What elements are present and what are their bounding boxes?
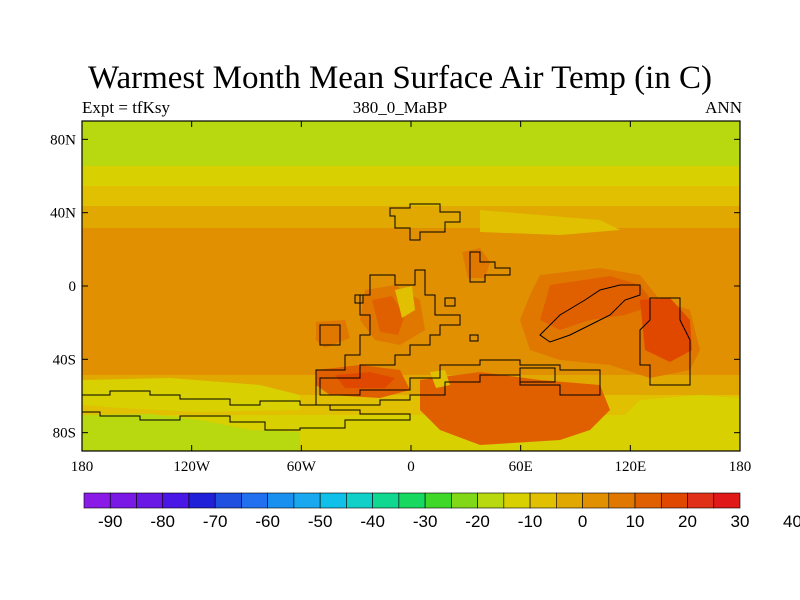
colorbar-swatch xyxy=(687,492,715,509)
y-tick-label: 0 xyxy=(69,279,77,295)
colorbar-label: -80 xyxy=(150,512,175,531)
colorbar-swatch xyxy=(214,492,242,509)
x-tick-label: 120W xyxy=(173,459,211,475)
colorbar-swatch xyxy=(582,492,610,509)
band-north-warm xyxy=(82,206,740,228)
figure-title: Warmest Month Mean Surface Air Temp (in … xyxy=(87,60,713,96)
colorbar-label: -20 xyxy=(465,512,490,531)
east-continent-outline xyxy=(639,297,691,386)
colorbar-swatch xyxy=(188,492,216,509)
colorbar-swatch xyxy=(267,492,295,509)
north-island-outline xyxy=(469,251,511,283)
colorbar-label: -10 xyxy=(518,512,543,531)
age-label: 380_0_MaBP xyxy=(352,98,448,117)
southwest-hottest-region xyxy=(335,372,395,388)
experiment-label: Expt = tfKsy xyxy=(82,98,170,117)
colorbar-swatch xyxy=(424,492,452,509)
colorbar-swatch xyxy=(162,492,190,509)
colorbar-swatch xyxy=(503,492,531,509)
colorbar-label: 30 xyxy=(731,512,750,531)
north-ocean-cool-area xyxy=(480,210,620,235)
temperature-field xyxy=(82,121,740,451)
colorbar-swatch xyxy=(451,492,478,509)
south-hot-region xyxy=(420,372,610,445)
west-hot-region xyxy=(372,296,405,335)
islet-outline xyxy=(354,294,364,304)
colorbar-label: -90 xyxy=(98,512,123,531)
band-north-sub xyxy=(82,186,740,206)
colorbar-swatch xyxy=(556,492,583,509)
y-tick-label: 40N xyxy=(50,206,76,222)
colorbar-swatch xyxy=(319,492,347,509)
southwest-cool-area xyxy=(82,378,300,412)
east-hot-region xyxy=(540,276,655,330)
colorbar-swatch xyxy=(660,492,688,509)
colorbar-swatch xyxy=(109,492,137,509)
colorbar-swatch xyxy=(346,492,373,509)
band-north-mid xyxy=(82,166,740,186)
y-tick-label: 80S xyxy=(53,426,76,442)
west-island-outline xyxy=(319,324,341,346)
colorbar-swatch xyxy=(293,492,321,509)
x-tick-label: 60W xyxy=(287,459,317,475)
colorbar-label: -50 xyxy=(308,512,333,531)
colorbar-swatch xyxy=(372,492,400,509)
y-tick-label: 40S xyxy=(53,352,76,368)
south-polar-cool-area xyxy=(82,414,300,451)
cool-highland-patch xyxy=(395,286,415,318)
x-tick-label: 0 xyxy=(407,459,415,475)
tiny-island-outline xyxy=(469,334,479,342)
x-tick-label: 180 xyxy=(71,459,94,475)
colorbar: -90-80-70-60-50-40-30-20-1001020304050 xyxy=(83,492,800,531)
colorbar-swatch xyxy=(634,492,662,509)
central-continent-outline xyxy=(315,269,601,406)
southeast-cool-area xyxy=(610,395,740,451)
east-arc-outline xyxy=(539,284,641,343)
x-tick-label: 60E xyxy=(509,459,533,475)
north-continent-outline xyxy=(389,203,461,241)
colorbar-label: 10 xyxy=(626,512,645,531)
colorbar-swatch xyxy=(529,492,557,509)
x-tick-label: 180 xyxy=(729,459,752,475)
season-label: ANN xyxy=(705,98,742,117)
y-axis: 80N 40N 0 40S 80S xyxy=(50,132,740,442)
south-island-outline xyxy=(519,367,556,383)
southwest-continent-outline xyxy=(82,390,411,431)
colorbar-swatch xyxy=(608,492,636,509)
colorbar-label: -30 xyxy=(413,512,438,531)
y-tick-label: 80N xyxy=(50,132,76,148)
colorbar-label: -60 xyxy=(255,512,280,531)
x-tick-label: 120E xyxy=(614,459,646,475)
colorbar-swatch xyxy=(241,492,268,509)
colorbar-label: 20 xyxy=(678,512,697,531)
coastlines xyxy=(82,203,691,431)
colorbar-swatch xyxy=(398,492,426,509)
x-axis: 180 120W 60W 0 60E 120E 180 xyxy=(71,121,752,475)
colorbar-swatch xyxy=(713,492,741,509)
colorbar-label: 40 xyxy=(783,512,800,531)
colorbar-swatch xyxy=(83,492,111,509)
east-hottest-region xyxy=(640,298,692,362)
band-polar-north xyxy=(82,121,740,166)
colorbar-swatch xyxy=(136,492,164,509)
colorbar-label: -40 xyxy=(360,512,385,531)
colorbar-label: 0 xyxy=(578,512,587,531)
colorbar-label: -70 xyxy=(203,512,228,531)
small-island-outline xyxy=(444,297,456,307)
small-warm-patch xyxy=(316,320,350,348)
colorbar-swatch xyxy=(477,492,505,509)
north-warm-patch xyxy=(462,248,490,278)
